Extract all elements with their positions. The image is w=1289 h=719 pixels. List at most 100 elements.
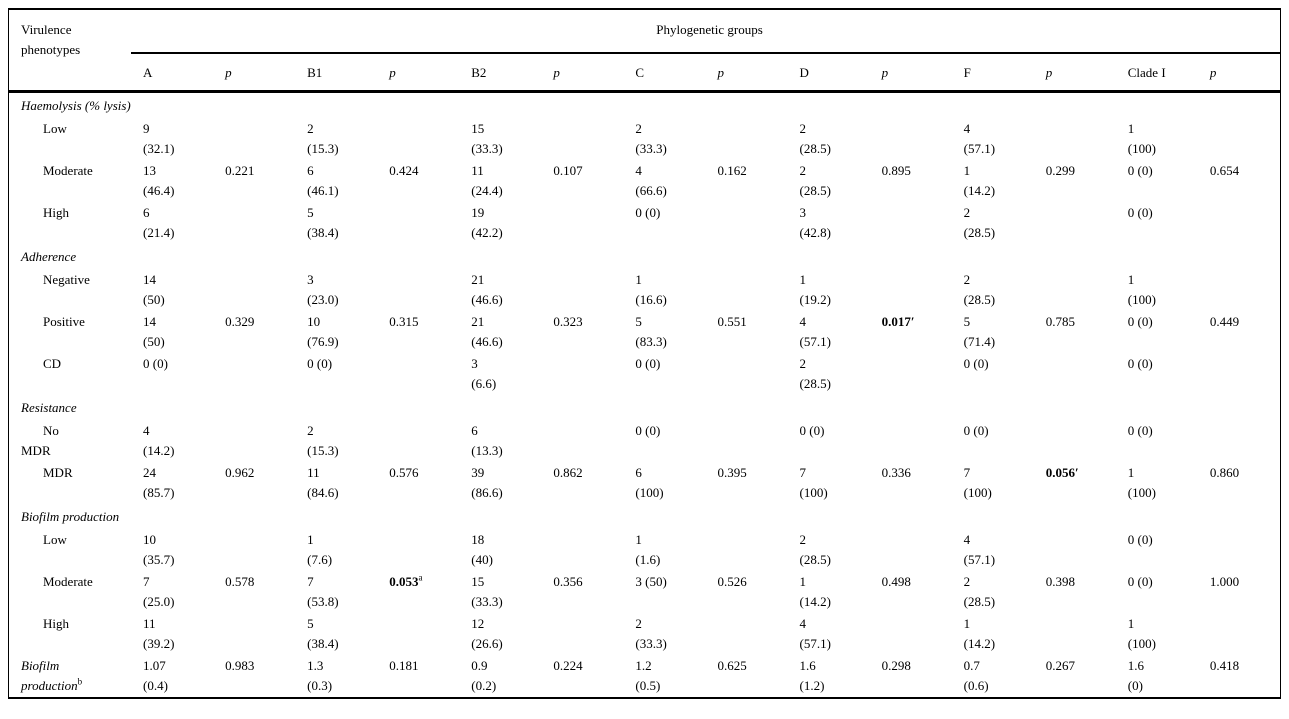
cell-p-value: 0.551 xyxy=(717,314,747,329)
cell-p-value: 0.298 xyxy=(881,658,911,673)
row-label: Biofilm productionb xyxy=(21,658,83,693)
table-row: Low 10 (35.7) 1 (7.6) 18 (40) 1 (1.6) 2 (28.5… xyxy=(9,529,1280,571)
cell-count: 15 (33.3) xyxy=(471,574,503,609)
cell-p-value xyxy=(541,353,623,395)
cell-count: 7 (25.0) xyxy=(143,574,175,609)
column-header-c: C xyxy=(623,53,706,93)
cell-p-value: 0.785 xyxy=(1045,314,1075,329)
section-heading: Biofilm production xyxy=(21,509,120,524)
cell-p-value: 0.498 xyxy=(881,574,911,589)
cell-count: 18 (40) xyxy=(471,532,493,567)
cell-count: 14 (50) xyxy=(143,272,165,307)
cell-count: 14 (50) xyxy=(143,314,165,349)
cell-count: 4 (14.2) xyxy=(143,423,175,458)
cell-p-value: 0.449 xyxy=(1209,314,1240,329)
column-header-f: F xyxy=(951,53,1034,93)
cell-p-value xyxy=(213,420,295,462)
cell-p-value: 0.962 xyxy=(225,465,255,480)
cell-p-value xyxy=(377,118,459,160)
table-row: Negative 14 (50) 3 (23.0) 21 (46.6) 1 (16.6)… xyxy=(9,269,1280,311)
cell-count: 19 (42.2) xyxy=(471,205,503,240)
cell-p-value: 0.578 xyxy=(225,574,255,589)
cell-count: 11 (84.6) xyxy=(307,465,339,500)
cell-p-value xyxy=(213,269,295,311)
cell-p-value xyxy=(705,613,787,655)
cell-count: 0 (0) xyxy=(143,356,168,371)
cell-p-value xyxy=(1198,353,1280,395)
cell-p-value: 0.224 xyxy=(553,658,583,673)
cell-p-value xyxy=(1198,269,1280,311)
row-label: Low xyxy=(43,532,67,547)
cell-p-value xyxy=(213,202,295,244)
cell-count: 4 (66.6) xyxy=(635,163,667,198)
section-heading: Resistance xyxy=(21,400,77,415)
cell-count: 0 (0) xyxy=(635,423,661,438)
cell-p-value xyxy=(541,613,623,655)
cell-count: 4 (57.1) xyxy=(799,616,831,651)
cell-count: 15 (33.3) xyxy=(471,121,503,156)
column-header-b2: B2 xyxy=(459,53,542,93)
row-label: Positive xyxy=(43,314,85,329)
cell-count: 1.6 (1.2) xyxy=(799,658,825,693)
cell-count: 7 (53.8) xyxy=(307,574,339,609)
row-label: Low xyxy=(43,121,67,136)
table-row: MDR 24 (85.7) 0.962 11 (84.6) 0.576 39 (86.6)… xyxy=(9,462,1280,504)
cell-p-value xyxy=(1034,202,1116,244)
cell-p-value xyxy=(870,269,952,311)
cell-count: 1 (1.6) xyxy=(635,532,661,567)
cell-count: 6 (21.4) xyxy=(143,205,175,240)
cell-count: 2 (28.5) xyxy=(799,532,831,567)
column-header-p-13: p xyxy=(1197,53,1280,93)
cell-count: 10 (35.7) xyxy=(143,532,175,567)
cell-count: 1 (100) xyxy=(1127,272,1156,307)
cell-count: 5 (71.4) xyxy=(963,314,996,349)
cell-p-value: 0.323 xyxy=(553,314,583,329)
column-header-p-3: p xyxy=(377,53,460,93)
cell-count: 39 (86.6) xyxy=(471,465,503,500)
row-label: Moderate xyxy=(43,163,93,178)
cell-count: 0 (0) xyxy=(1127,314,1153,329)
table-row: Low 9 (32.1) 2 (15.3) 15 (33.3) 2 (33.3) 2 (2… xyxy=(9,118,1280,160)
cell-count: 11 (39.2) xyxy=(143,616,175,651)
section-heading: Haemolysis (% lysis) xyxy=(21,98,131,113)
cell-count: 2 (28.5) xyxy=(963,272,996,307)
column-header-clade-i: Clade I xyxy=(1115,53,1198,93)
cell-count: 4 (57.1) xyxy=(963,532,996,567)
section-row: Haemolysis (% lysis) xyxy=(9,92,1280,119)
row-label: No MDR xyxy=(21,423,59,458)
cell-p-value xyxy=(870,529,952,571)
table-body: Haemolysis (% lysis) Low 9 (32.1) 2 (15.3) 1… xyxy=(9,92,1280,698)
virulence-phylogroups-table: Virulence phenotypes Phylogenetic groups… xyxy=(9,10,1280,697)
table-frame: Virulence phenotypes Phylogenetic groups… xyxy=(8,8,1281,699)
cell-p-value: 0.860 xyxy=(1209,465,1240,480)
cell-count: 1.3 (0.3) xyxy=(307,658,333,693)
section-row: Biofilm production xyxy=(9,504,1280,529)
cell-p-value xyxy=(870,613,952,655)
cell-p-value: 0.162 xyxy=(717,163,747,178)
cell-count: 13 (46.4) xyxy=(143,163,175,198)
cell-p-value xyxy=(213,353,295,395)
cell-count: 1.2 (0.5) xyxy=(635,658,661,693)
cell-count: 6 (46.1) xyxy=(307,163,339,198)
cell-p-value xyxy=(213,529,295,571)
cell-p-value: 0.017′ xyxy=(881,314,915,329)
cell-p-value xyxy=(1034,613,1116,655)
cell-p-value: 0.983 xyxy=(225,658,255,673)
cell-count: 1 (14.2) xyxy=(963,616,996,651)
cell-p-value: 0.181 xyxy=(389,658,419,673)
cell-p-value xyxy=(1034,269,1116,311)
cell-count: 2 (33.3) xyxy=(635,616,667,651)
cell-p-value: 0.654 xyxy=(1209,163,1240,178)
section-row: Resistance xyxy=(9,395,1280,420)
cell-count: 5 (38.4) xyxy=(307,205,339,240)
cell-p-value: 0.221 xyxy=(225,163,255,178)
cell-count: 2 (28.5) xyxy=(963,574,996,609)
cell-p-value xyxy=(377,420,459,462)
cell-count: 0 (0) xyxy=(799,423,825,438)
row-label: Moderate xyxy=(43,574,93,589)
cell-p-value xyxy=(705,202,787,244)
cell-count: 2 (28.5) xyxy=(799,121,831,156)
cell-count: 2 (28.5) xyxy=(963,205,996,240)
cell-p-value xyxy=(541,420,623,462)
